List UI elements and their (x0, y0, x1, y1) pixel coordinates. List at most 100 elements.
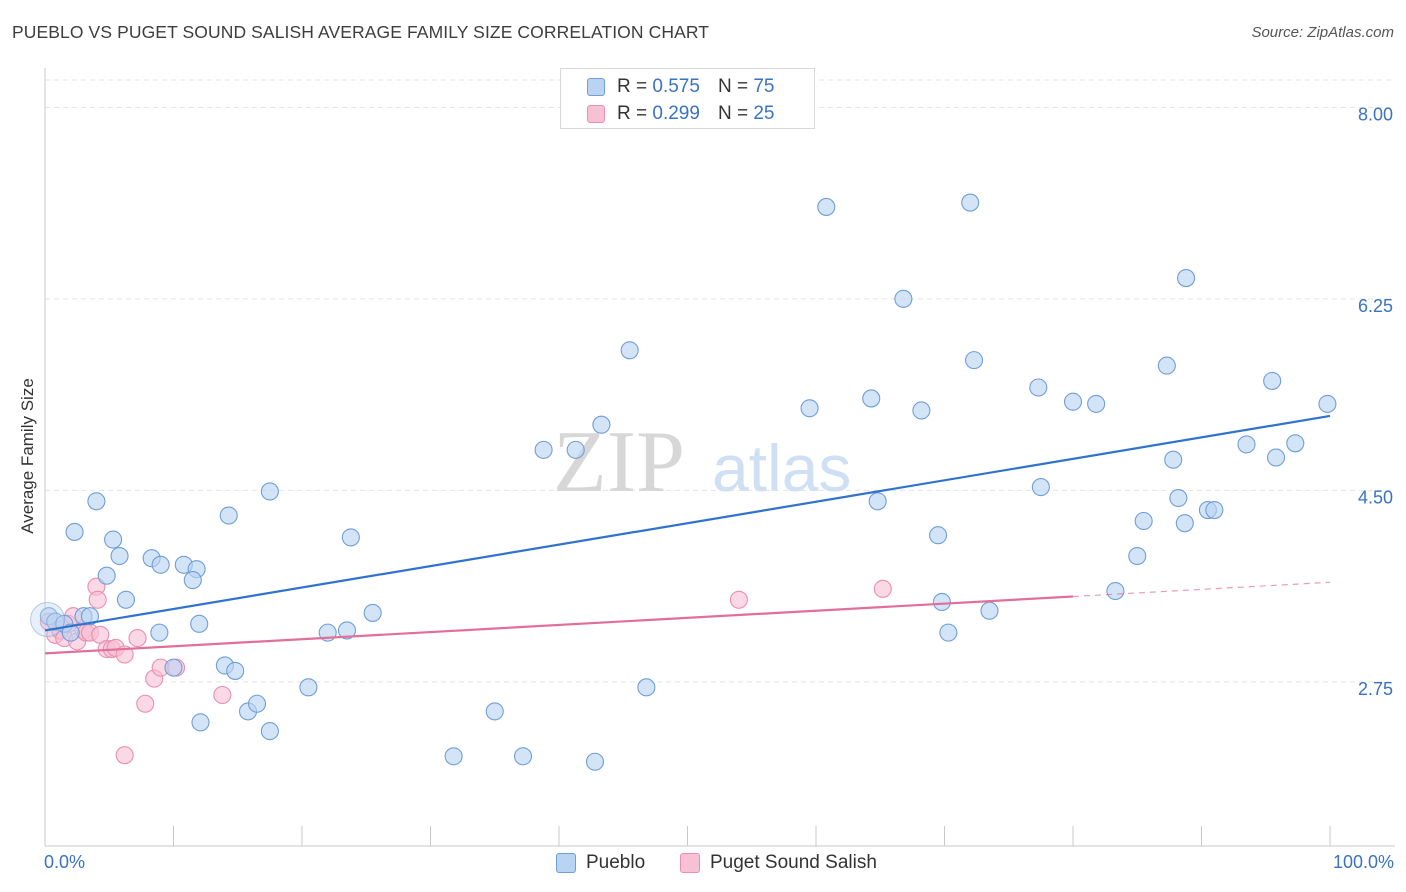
salish-swatch (587, 105, 605, 123)
pueblo-point (444, 747, 463, 766)
n-value: 25 (753, 103, 775, 124)
n-label: N = (717, 103, 749, 124)
pueblo-point (485, 702, 504, 721)
pueblo-point (1205, 501, 1224, 520)
y-tick-labels: 2.75 4.50 6.25 8.00 (1358, 104, 1393, 699)
pueblo-point (219, 506, 238, 525)
salish-trend-extension (1072, 581, 1331, 598)
axes (44, 68, 1395, 847)
salish-point (136, 694, 155, 713)
pueblo-point (116, 590, 136, 609)
pueblo-point (800, 399, 819, 418)
pueblo-point (592, 415, 611, 434)
salish-point (88, 590, 107, 609)
y-tick-label: 6.25 (1358, 296, 1393, 316)
pueblo-point (110, 546, 129, 566)
pueblo-point (1029, 378, 1048, 397)
pueblo-point (1106, 581, 1125, 601)
pueblo-point (868, 492, 887, 511)
legend-row-salish: R = 0.299 N = 25 (587, 103, 774, 125)
pueblo-point (1063, 392, 1083, 411)
n-value: 75 (753, 76, 775, 97)
pueblo-point (965, 351, 984, 370)
pueblo-point (1175, 514, 1194, 533)
y-tick-label: 8.00 (1358, 104, 1393, 124)
y-tick-label: 2.75 (1358, 679, 1393, 699)
salish-point (873, 579, 892, 598)
pueblo-point (912, 401, 931, 420)
r-label: R = (617, 76, 648, 97)
pueblo-point (939, 623, 958, 642)
y-axis-label: Average Family Size (18, 378, 37, 534)
pueblo-swatch (556, 853, 576, 873)
pueblo-point (637, 678, 656, 697)
salish-swatch (680, 853, 700, 873)
pueblo-point (104, 530, 123, 549)
y-tick-label: 4.50 (1358, 487, 1393, 507)
pueblo-point (534, 440, 553, 459)
r-label: R = (617, 103, 648, 124)
pueblo-point (341, 528, 360, 547)
pueblo-point (1177, 269, 1196, 288)
pueblo-point (620, 341, 639, 360)
legend-label-salish: Puget Sound Salish (710, 852, 877, 873)
pueblo-point (247, 694, 267, 713)
r-value: 0.299 (652, 103, 700, 124)
legend-row-pueblo: R = 0.575 N = 75 (587, 76, 774, 98)
pueblo-point (65, 522, 84, 541)
pueblo-point (585, 752, 605, 771)
pueblo-point (817, 197, 836, 216)
trend-lines (44, 414, 1331, 655)
salish-trend-line (44, 595, 1074, 655)
pueblo-point (164, 658, 183, 677)
x-tick-label-min: 0.0% (44, 852, 86, 872)
r-value: 0.575 (652, 76, 700, 97)
pueblo-point (151, 555, 170, 574)
pueblo-point (1164, 450, 1183, 469)
pueblo-point (97, 566, 116, 585)
pueblo-point (87, 492, 106, 511)
salish-point (128, 629, 147, 648)
legend-item-salish: Puget Sound Salish (680, 852, 877, 874)
series-pueblo (30, 193, 1337, 771)
pueblo-point (80, 607, 100, 626)
pueblo-point (1031, 478, 1050, 497)
pueblo-point (1157, 356, 1176, 375)
n-label: N = (717, 76, 749, 97)
pueblo-trend-line (44, 414, 1331, 632)
pueblo-cluster-point (30, 601, 66, 637)
pueblo-point (1134, 511, 1153, 531)
pueblo-point (929, 526, 948, 545)
pueblo-point (337, 621, 357, 640)
pueblo-point (980, 601, 999, 620)
pueblo-point (566, 440, 585, 459)
series-legend: Pueblo Puget Sound Salish (0, 852, 1406, 878)
pueblo-point (150, 623, 169, 642)
pueblo-point (363, 603, 382, 622)
pueblo-point (260, 482, 279, 501)
pueblo-point (1128, 546, 1147, 566)
watermark: ZIP atlas (553, 414, 851, 511)
pueblo-point (862, 389, 881, 408)
pueblo-point (190, 614, 209, 633)
pueblo-point (1263, 371, 1282, 390)
pueblo-point (183, 571, 202, 590)
legend-item-pueblo: Pueblo (556, 852, 645, 874)
pueblo-point (191, 713, 210, 732)
pueblo-swatch (587, 78, 605, 96)
salish-point (729, 590, 748, 609)
pueblo-point (61, 623, 80, 642)
pueblo-point (932, 592, 951, 612)
legend-label-pueblo: Pueblo (586, 852, 646, 873)
gridlines (45, 79, 1395, 683)
pueblo-point (1266, 448, 1286, 467)
pueblo-point (961, 193, 980, 212)
chart-title: PUEBLO VS PUGET SOUND SALISH AVERAGE FAM… (12, 22, 710, 42)
correlation-legend: R = 0.575 N = 75 R = 0.299 N = 25 (560, 68, 815, 129)
source-label: Source: ZipAtlas.com (1251, 24, 1394, 41)
pueblo-point (1087, 394, 1106, 413)
watermark-zip: ZIP (553, 414, 685, 511)
pueblo-point (260, 722, 279, 741)
pueblo-point (299, 678, 318, 697)
